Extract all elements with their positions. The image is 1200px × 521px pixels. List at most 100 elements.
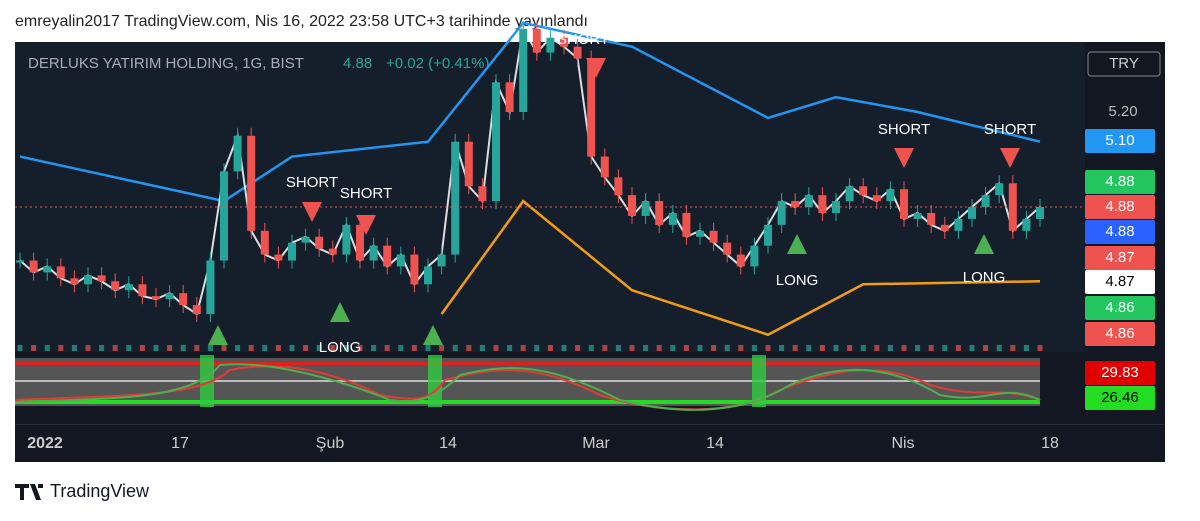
- volume-bar: [439, 345, 445, 351]
- volume-bar: [887, 345, 893, 351]
- volume-bar: [153, 345, 159, 351]
- long-marker: [787, 234, 807, 254]
- candle: [913, 212, 922, 219]
- candle: [764, 224, 772, 246]
- volume-bar: [85, 345, 91, 351]
- candle: [981, 195, 990, 208]
- candle: [723, 242, 732, 255]
- indicator-upper: [15, 362, 1040, 365]
- candle: [274, 254, 283, 261]
- close-line: [19, 25, 1041, 316]
- candle: [410, 254, 419, 285]
- highlight: [200, 355, 214, 407]
- volume-bar: [806, 345, 812, 351]
- upper-band: [19, 21, 1041, 203]
- volume-bar: [126, 345, 132, 351]
- volume-bar: [847, 345, 853, 351]
- volume-bar: [112, 345, 118, 351]
- volume-bar: [996, 345, 1002, 351]
- price-label-box: [1085, 270, 1155, 294]
- candle: [900, 189, 908, 219]
- volume-bar: [575, 345, 581, 351]
- lower-band: [440, 199, 1041, 337]
- short-marker: [1000, 148, 1020, 168]
- price-label-box: [1085, 195, 1155, 219]
- volume-bar: [207, 345, 213, 351]
- candle: [1008, 183, 1017, 231]
- candle: [600, 156, 609, 178]
- volume-bar: [31, 345, 37, 351]
- volume-bar: [452, 345, 458, 351]
- time-tick: Şub: [316, 435, 345, 452]
- candle: [777, 201, 786, 225]
- volume-bar: [520, 345, 526, 351]
- long-marker: [974, 234, 994, 254]
- volume-bar: [99, 345, 105, 351]
- volume-bar: [58, 345, 64, 351]
- signal-label: SHORT: [286, 174, 338, 191]
- volume-bar: [534, 345, 540, 351]
- price-label: 4.88: [1105, 223, 1134, 240]
- volume-bar: [17, 345, 23, 351]
- time-tick: 17: [171, 435, 189, 452]
- candle: [369, 245, 378, 261]
- short-marker: [894, 148, 914, 168]
- time-tick: 2022: [27, 435, 63, 452]
- candle: [301, 236, 310, 243]
- volume-bar: [901, 345, 907, 351]
- volume-bar: [411, 345, 417, 351]
- symbol-change: +0.02 (+0.41%): [386, 55, 489, 72]
- indicator-label-box: [1085, 361, 1155, 385]
- candle: [328, 248, 337, 255]
- indicator-line: [14, 363, 1041, 411]
- volume-bar: [643, 345, 649, 351]
- volume-bar: [969, 345, 975, 351]
- candle: [709, 230, 718, 243]
- volume-bar: [248, 345, 254, 351]
- time-tick: 18: [1041, 435, 1059, 452]
- candle: [668, 212, 677, 225]
- highlight: [428, 355, 442, 407]
- volume-bar: [275, 345, 281, 351]
- candle: [614, 177, 623, 196]
- candle: [886, 189, 895, 202]
- volume-bar: [751, 345, 757, 351]
- volume-bar: [724, 345, 730, 351]
- volume-bar: [779, 345, 785, 351]
- long-marker: [423, 325, 443, 345]
- header: emreyalin2017 TradingView.com, Nis 16, 2…: [15, 13, 588, 30]
- candle: [437, 254, 446, 267]
- volume-bar: [915, 345, 921, 351]
- volume-bar: [343, 345, 349, 351]
- short-marker: [356, 215, 376, 235]
- candle: [859, 186, 868, 196]
- candle: [424, 266, 432, 285]
- volume-bar: [262, 345, 268, 351]
- candle: [16, 260, 24, 263]
- volume-bar: [874, 345, 880, 351]
- candle: [1022, 218, 1031, 231]
- price-label-box: [1085, 296, 1155, 320]
- volume-bar: [819, 345, 825, 351]
- candle: [532, 28, 541, 53]
- candle: [696, 230, 704, 237]
- volume-bar: [765, 345, 771, 351]
- highlight: [752, 355, 766, 407]
- volume-bar: [71, 345, 77, 351]
- main-pane: [15, 42, 1085, 352]
- candle: [505, 82, 514, 112]
- price-label: 4.86: [1105, 325, 1134, 342]
- price-label: 5.10: [1105, 132, 1134, 149]
- price-label-box: [1085, 220, 1155, 244]
- volume-bar: [139, 345, 145, 351]
- volume-bar: [656, 345, 662, 351]
- candle: [165, 293, 174, 300]
- volume-bar: [167, 345, 173, 351]
- candle: [206, 260, 215, 314]
- candle: [152, 296, 160, 300]
- candle: [315, 236, 324, 249]
- price-label: 4.87: [1105, 249, 1134, 266]
- signal-label: SHORT: [340, 185, 392, 202]
- volume-bar: [588, 345, 594, 351]
